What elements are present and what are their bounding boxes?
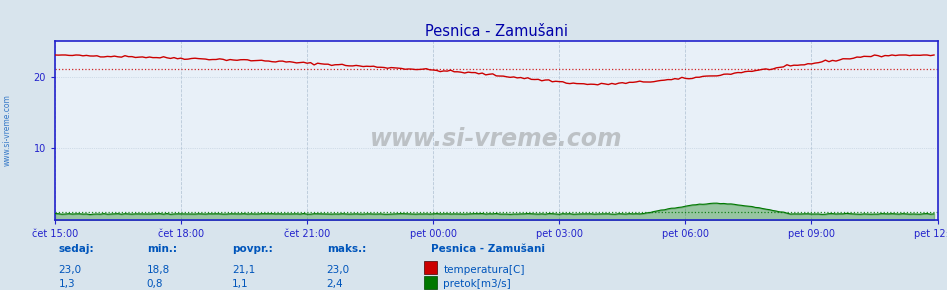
Text: 23,0: 23,0	[327, 264, 349, 275]
Text: Pesnica - Zamušani: Pesnica - Zamušani	[431, 244, 545, 254]
Text: 2,4: 2,4	[327, 279, 344, 289]
Text: www.si-vreme.com: www.si-vreme.com	[3, 95, 12, 166]
Text: 21,1: 21,1	[232, 264, 256, 275]
Text: www.si-vreme.com: www.si-vreme.com	[370, 128, 622, 151]
Text: min.:: min.:	[147, 244, 177, 254]
Title: Pesnica - Zamušani: Pesnica - Zamušani	[424, 24, 568, 39]
Text: 0,8: 0,8	[147, 279, 163, 289]
Text: 1,1: 1,1	[232, 279, 249, 289]
Text: 23,0: 23,0	[59, 264, 81, 275]
Text: pretok[m3/s]: pretok[m3/s]	[443, 279, 511, 289]
Text: maks.:: maks.:	[327, 244, 366, 254]
Text: temperatura[C]: temperatura[C]	[443, 264, 525, 275]
Text: 18,8: 18,8	[147, 264, 170, 275]
Text: sedaj:: sedaj:	[59, 244, 95, 254]
Text: povpr.:: povpr.:	[232, 244, 273, 254]
Text: 1,3: 1,3	[59, 279, 76, 289]
